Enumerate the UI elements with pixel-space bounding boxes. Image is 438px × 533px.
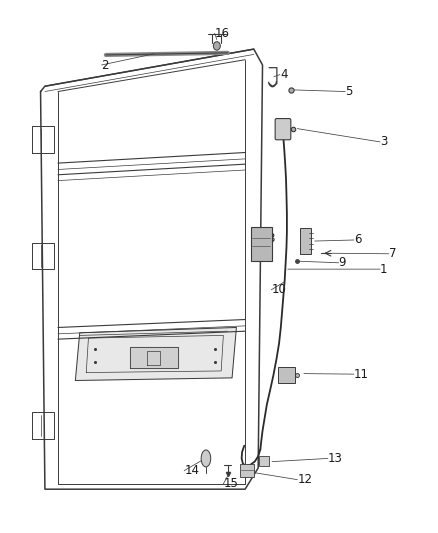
Polygon shape — [75, 327, 237, 381]
FancyBboxPatch shape — [258, 456, 269, 466]
Text: 10: 10 — [271, 284, 286, 296]
FancyBboxPatch shape — [275, 118, 291, 140]
Text: 6: 6 — [354, 233, 361, 246]
Circle shape — [213, 42, 220, 50]
Text: 11: 11 — [354, 368, 369, 381]
Text: 12: 12 — [297, 473, 312, 486]
FancyBboxPatch shape — [251, 227, 272, 261]
FancyBboxPatch shape — [240, 464, 254, 477]
Text: 5: 5 — [345, 85, 353, 98]
Text: 3: 3 — [380, 135, 387, 148]
FancyBboxPatch shape — [278, 367, 295, 383]
Text: 1: 1 — [380, 263, 388, 276]
Text: 4: 4 — [280, 68, 287, 81]
Text: 13: 13 — [328, 452, 343, 465]
Text: 9: 9 — [339, 256, 346, 269]
Ellipse shape — [201, 450, 211, 467]
Text: 7: 7 — [389, 247, 396, 260]
FancyBboxPatch shape — [300, 228, 311, 254]
Text: 15: 15 — [223, 478, 238, 490]
Text: 8: 8 — [267, 232, 274, 245]
Text: 14: 14 — [184, 464, 199, 477]
Text: 16: 16 — [215, 27, 230, 39]
Text: 2: 2 — [102, 59, 109, 71]
Polygon shape — [130, 347, 178, 368]
